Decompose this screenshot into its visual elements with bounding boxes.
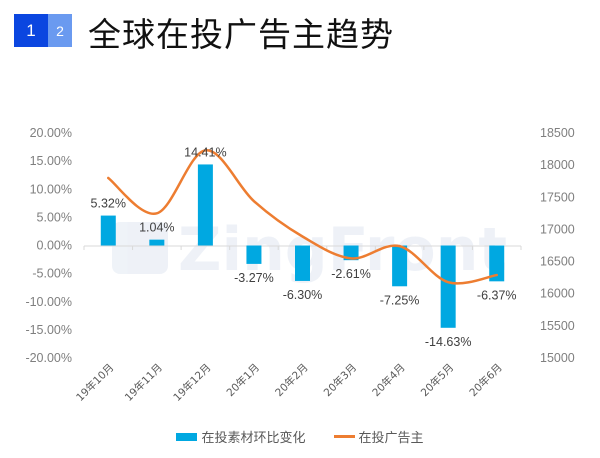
bar-data-label: -7.25%	[380, 293, 420, 307]
bar-data-label: 5.32%	[91, 197, 126, 211]
y-left-tick-label: -10.00%	[25, 295, 72, 309]
x-axis-label: 20年3月	[321, 361, 359, 399]
y-axis-left: 20.00% 15.00% 10.00% 5.00% 0.00% -5.00% -10.00…	[25, 126, 72, 365]
line-series	[107, 149, 498, 285]
bar-data-label: -2.61%	[331, 267, 371, 281]
y-left-tick-label: -15.00%	[25, 323, 72, 337]
data-labels: 5.32% 1.04% 14.41% -3.27% -6.30% -2.61% -7.25%…	[91, 145, 517, 348]
x-axis-label: 20年4月	[370, 361, 408, 399]
y-right-tick-label: 17500	[540, 190, 575, 204]
bar[interactable]	[392, 245, 408, 287]
y-left-tick-label: 20.00%	[30, 126, 72, 140]
x-axis-label: 20年2月	[272, 361, 310, 399]
legend-label-bar: 在投素材环比变化	[201, 431, 306, 446]
legend-label-line: 在投广告主	[358, 431, 424, 446]
x-axis-label: 19年12月	[171, 361, 214, 404]
y-right-tick-label: 16000	[540, 287, 575, 301]
bar-data-label: -6.37%	[477, 288, 517, 302]
bar-data-label: 1.04%	[139, 221, 174, 235]
page-tab-2[interactable]: 2	[48, 14, 72, 47]
bar[interactable]	[295, 245, 310, 281]
x-axis-label: 20年1月	[224, 361, 262, 399]
y-left-tick-label: 10.00%	[30, 182, 72, 196]
bar-data-label: -3.27%	[234, 271, 274, 285]
bar[interactable]	[246, 245, 262, 264]
bar-data-label: 14.41%	[184, 145, 226, 159]
x-axis-label: 19年11月	[122, 361, 165, 404]
y-left-tick-label: -20.00%	[25, 351, 72, 365]
y-right-tick-label: 18500	[540, 126, 575, 140]
x-axis-label: 20年5月	[418, 361, 456, 399]
y-right-tick-label: 17000	[540, 222, 575, 236]
y-right-tick-label: 18000	[540, 158, 575, 172]
x-axis-label: 19年10月	[73, 361, 116, 404]
x-axis-labels: 19年10月 19年11月 19年12月 20年1月 20年2月 20年3月 20年4月 20…	[73, 361, 504, 404]
y-right-tick-label: 16500	[540, 255, 575, 269]
bar[interactable]	[440, 245, 456, 328]
legend-item-bar[interactable]: 在投素材环比变化	[176, 427, 306, 446]
bar-series	[100, 164, 505, 328]
bar[interactable]	[197, 164, 213, 246]
legend-swatch-bar	[176, 432, 198, 441]
x-axis-ticks	[83, 246, 522, 250]
bar[interactable]	[100, 215, 116, 246]
y-left-tick-label: 5.00%	[37, 210, 72, 224]
y-axis-right: 18500 18000 17500 17000 16500 16000 15500 15000	[540, 126, 575, 365]
y-left-tick-label: 0.00%	[37, 239, 72, 253]
y-right-tick-label: 15000	[540, 351, 575, 365]
legend: 在投素材环比变化 在投广告主	[0, 427, 600, 446]
y-right-tick-label: 15500	[540, 319, 575, 333]
watermark-logo	[112, 222, 168, 274]
y-left-tick-label: 15.00%	[30, 154, 72, 168]
y-left-tick-label: -5.00%	[32, 267, 72, 281]
legend-swatch-line	[333, 435, 355, 438]
legend-item-line[interactable]: 在投广告主	[333, 427, 424, 446]
bar[interactable]	[489, 245, 505, 282]
bar-data-label: -6.30%	[283, 288, 323, 302]
bar-data-label: -14.63%	[425, 335, 472, 349]
bar[interactable]	[343, 245, 359, 261]
page-title: 全球在投广告主趋势	[88, 15, 394, 54]
page-tab-1[interactable]: 1	[14, 14, 48, 47]
x-axis-label: 20年6月	[467, 361, 505, 399]
bar[interactable]	[149, 239, 165, 246]
